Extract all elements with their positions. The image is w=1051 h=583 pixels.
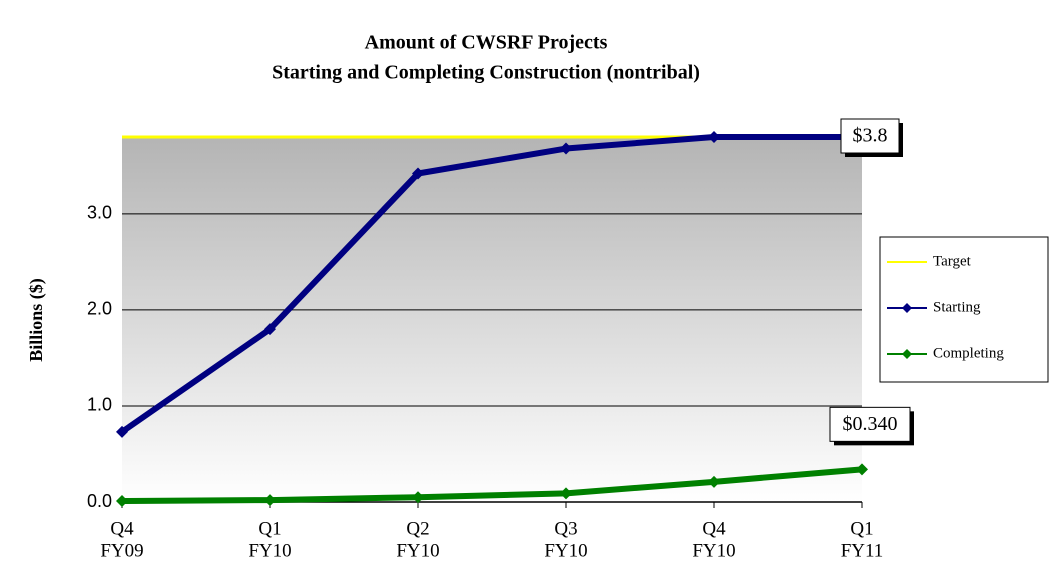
- annotation: $0.340: [843, 413, 898, 435]
- x-tick-label: Q2: [406, 518, 429, 539]
- data-point: [264, 494, 276, 507]
- annotation-box: [840, 118, 900, 154]
- legend-label: Starting: [933, 299, 981, 315]
- chart-title: Amount of CWSRF Projects: [365, 32, 608, 54]
- plot-area: [122, 137, 862, 502]
- x-tick-label: Q3: [554, 518, 577, 539]
- x-tick-label: Q4: [110, 518, 134, 539]
- data-point: [116, 425, 128, 438]
- data-point: [116, 495, 128, 508]
- y-tick-label: 1.0: [87, 395, 112, 415]
- x-tick-label: Q1: [850, 518, 873, 539]
- series-line: [120, 134, 862, 435]
- annotation: $3.8: [853, 125, 888, 147]
- series-line: [121, 466, 863, 505]
- data-point: [856, 463, 868, 476]
- x-tick-label: Q4: [702, 518, 726, 539]
- data-point: [264, 323, 276, 336]
- legend-label: Target: [933, 253, 972, 269]
- legend-label: Completing: [933, 345, 1004, 361]
- data-point: [560, 142, 572, 155]
- x-tick-label: FY10: [544, 540, 587, 561]
- data-point: [708, 475, 720, 488]
- y-tick-label: 0.0: [87, 491, 112, 511]
- data-point: [560, 487, 572, 500]
- data-point: [708, 131, 720, 143]
- x-tick-label: FY10: [248, 540, 291, 561]
- data-point: [412, 167, 424, 180]
- data-point: [412, 491, 424, 504]
- legend-marker: [902, 349, 912, 359]
- legend-marker: [902, 303, 912, 313]
- x-tick-label: FY11: [841, 540, 884, 561]
- x-tick-label: Q1: [258, 518, 281, 539]
- x-tick-label: FY09: [100, 540, 143, 561]
- x-tick-label: FY10: [692, 540, 735, 561]
- y-tick-label: 3.0: [87, 203, 112, 223]
- chart-title: Starting and Completing Construction (no…: [272, 62, 700, 84]
- x-tick-label: FY10: [396, 540, 439, 561]
- annotation-box: [829, 406, 911, 442]
- y-tick-label: 2.0: [87, 299, 112, 319]
- y-axis-label: Billions ($): [26, 278, 47, 362]
